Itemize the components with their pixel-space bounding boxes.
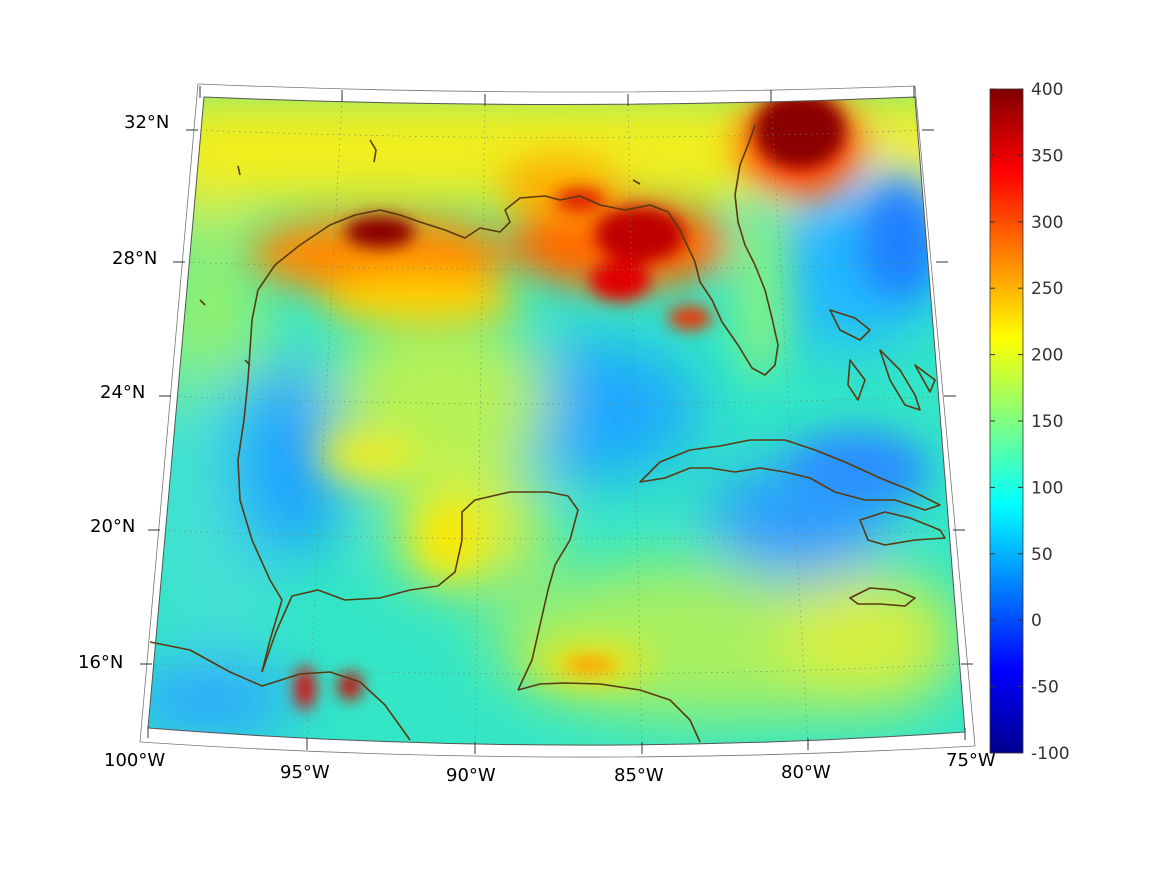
colorbar-tick-label: 100 (1031, 478, 1063, 498)
map-frame (147, 96, 966, 746)
colorbar-tick-label: 400 (1031, 80, 1063, 100)
colorbar-tick-label: -100 (1031, 744, 1070, 764)
colorbar-tick-label: -50 (1031, 678, 1059, 698)
lon-tick-95w: 95°W (280, 762, 330, 783)
colorbar-gradient (989, 88, 1024, 754)
heatmap-field (148, 97, 965, 746)
colorbar-tick-label: 250 (1031, 279, 1063, 299)
tick-marks (140, 86, 973, 754)
colorbar-tick-label: 150 (1031, 412, 1063, 432)
lon-tick-90w: 90°W (446, 765, 496, 786)
lon-tick-85w: 85°W (614, 765, 664, 786)
colorbar-tick-label: 350 (1031, 146, 1063, 166)
lon-tick-100w: 100°W (104, 750, 165, 771)
colorbar-tick-marks (990, 88, 1023, 754)
lat-tick-16n: 16°N (78, 652, 123, 673)
lat-tick-24n: 24°N (100, 382, 145, 403)
colorbar-tick-label: 0 (1031, 611, 1042, 631)
colorbar-tick-label: 300 (1031, 213, 1063, 233)
lat-tick-32n: 32°N (124, 112, 169, 133)
colorbar-tick-labels: 400 350 300 250 200 150 100 50 0 -50 -100 (1031, 80, 1070, 764)
lon-tick-labels: 100°W 95°W 90°W 85°W 80°W 75°W (104, 750, 996, 786)
graticule (149, 99, 965, 746)
colorbar-tick-label: 200 (1031, 346, 1063, 366)
colorbar-tick-label: 50 (1031, 545, 1053, 565)
lat-tick-labels: 32°N 28°N 24°N 20°N 16°N (78, 112, 169, 673)
lon-tick-80w: 80°W (781, 762, 831, 783)
lat-tick-20n: 20°N (90, 516, 135, 537)
lon-tick-75w: 75°W (946, 750, 996, 771)
lat-tick-28n: 28°N (112, 248, 157, 269)
map-frame-outer (139, 83, 976, 758)
colorbar: 400 350 300 250 200 150 100 50 0 -50 -100 (989, 80, 1070, 764)
coastlines (149, 124, 946, 743)
